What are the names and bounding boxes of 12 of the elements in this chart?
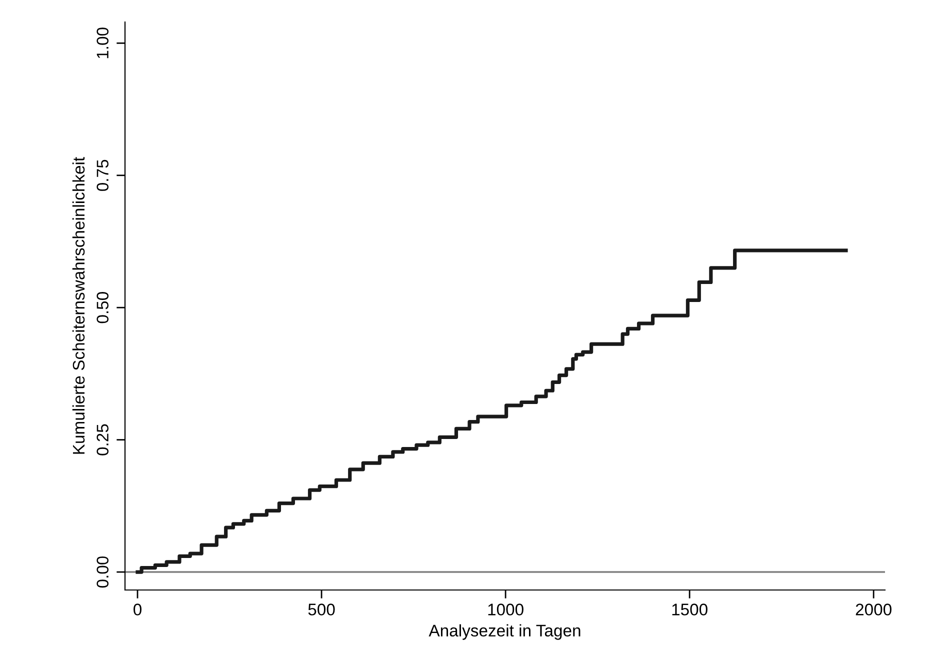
- y-tick-label: 0.50: [96, 292, 109, 324]
- x-tick-label: 500: [308, 604, 335, 616]
- y-tick-label: 0.25: [96, 424, 109, 456]
- x-tick-label: 0: [134, 604, 142, 616]
- y-tick-label: 0.00: [96, 556, 109, 588]
- y-tick-label: 0.75: [96, 160, 109, 191]
- y-axis-title: Kumulierte Scheiternswahrscheinlichkeit: [72, 156, 85, 454]
- y-tick-label: 1.00: [96, 28, 109, 58]
- x-axis-title: Analysezeit in Tagen: [428, 624, 580, 640]
- x-tick-label: 1500: [672, 604, 708, 616]
- x-tick-label: 2000: [856, 604, 892, 616]
- x-tick-label: 1000: [488, 604, 524, 616]
